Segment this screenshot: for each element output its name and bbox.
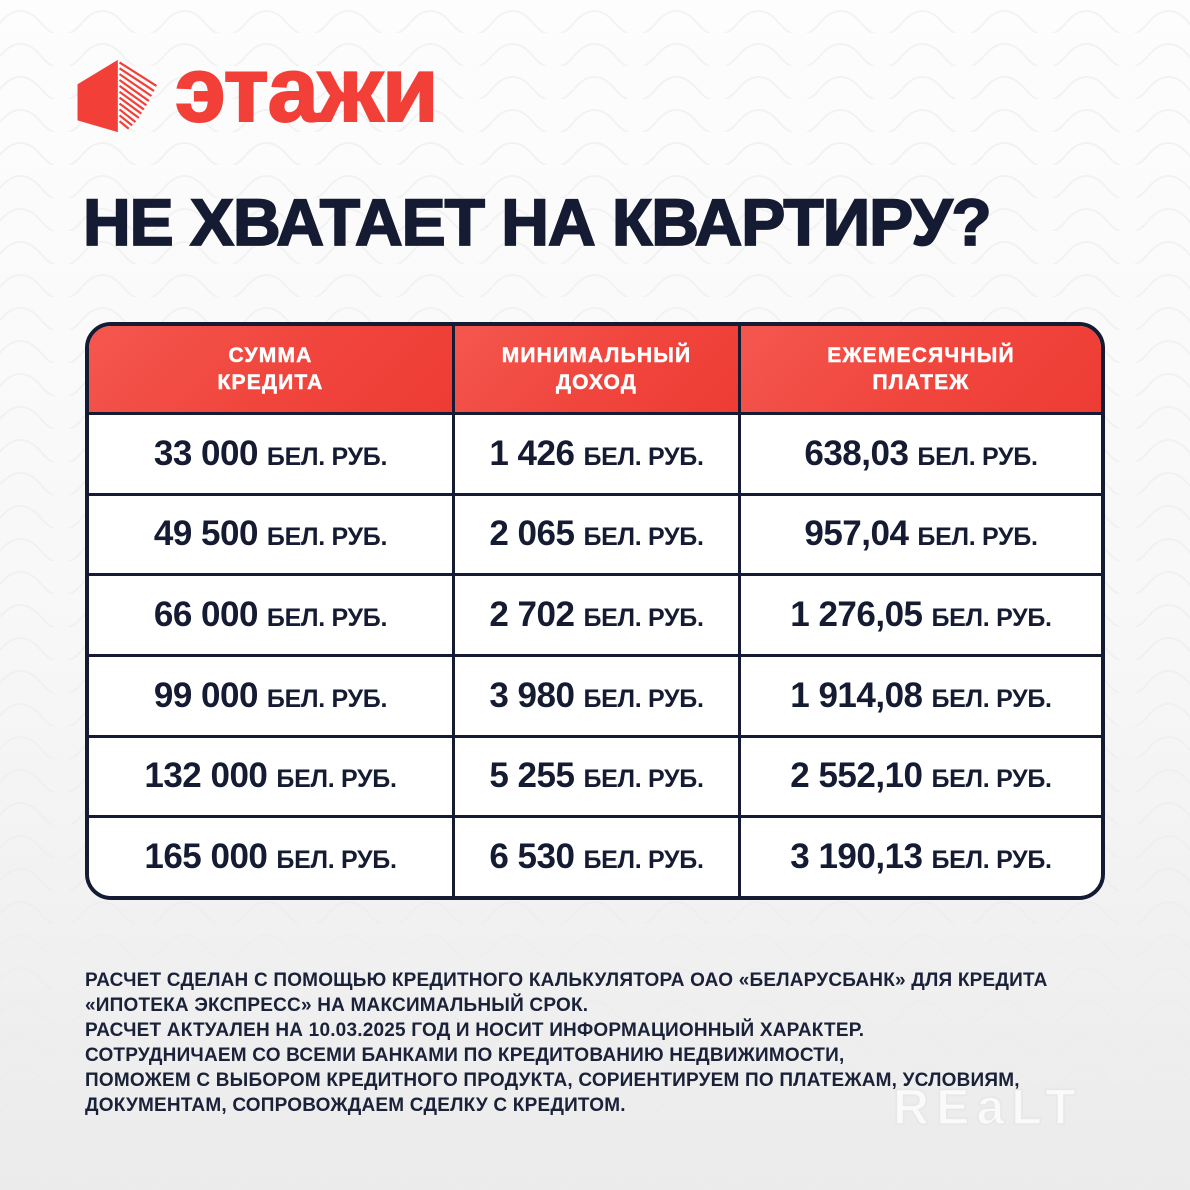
currency-label: БЕЛ. РУБ. [583,523,704,552]
currency-label: БЕЛ. РУБ. [583,604,704,633]
cell-loan-amount: 99 000 БЕЛ. РУБ. [89,653,452,735]
cell-value: 2 702 [489,595,575,635]
realt-watermark: REaLT [892,1078,1083,1136]
currency-label: БЕЛ. РУБ. [583,684,704,713]
cell-value: 33 000 [153,433,259,473]
cell-value: 2 065 [489,514,575,554]
disclaimer-line: ДОКУМЕНТАМ, СОПРОВОЖДАЕМ СДЕЛКУ С КРЕДИТ… [85,1095,626,1116]
cell-loan-amount: 132 000 БЕЛ. РУБ. [89,734,452,816]
currency-label: БЕЛ. РУБ. [931,684,1053,713]
page-title: НЕ ХВАТАЕТ НА КВАРТИРУ? [82,184,993,260]
currency-label: БЕЛ. РУБ. [931,846,1053,875]
credit-table: СУММА КРЕДИТА МИНИМАЛЬНЫЙ ДОХОД ЕЖЕМЕСЯЧ… [85,322,1105,900]
currency-label: БЕЛ. РУБ. [931,604,1053,633]
cell-value: 2 552,10 [790,756,923,796]
table-header-monthly-payment: ЕЖЕМЕСЯЧНЫЙ ПЛАТЕЖ [738,326,1101,412]
cell-value: 5 255 [489,756,575,796]
header-line: ЕЖЕМЕСЯЧНЫЙ [827,344,1015,368]
currency-label: БЕЛ. РУБ. [917,442,1038,471]
disclaimer-line: СОТРУДНИЧАЕМ СО ВСЕМИ БАНКАМИ ПО КРЕДИТО… [85,1045,845,1066]
cell-value: 1 426 [489,433,575,473]
cell-monthly-payment: 1 914,08 БЕЛ. РУБ. [738,653,1101,735]
cell-min-income: 1 426 БЕЛ. РУБ. [452,412,738,493]
cell-min-income: 2 065 БЕЛ. РУБ. [452,492,738,574]
cell-value: 1 276,05 [790,595,923,635]
currency-label: БЕЛ. РУБ. [583,846,704,875]
table-header-min-income: МИНИМАЛЬНЫЙ ДОХОД [452,326,738,412]
header-line: СУММА [228,344,313,368]
cell-min-income: 6 530 БЕЛ. РУБ. [452,815,738,896]
currency-label: БЕЛ. РУБ. [931,765,1053,794]
cell-value: 6 530 [489,837,575,877]
cell-loan-amount: 33 000 БЕЛ. РУБ. [89,412,452,493]
cell-value: 3 980 [489,675,575,715]
header-line: МИНИМАЛЬНЫЙ [501,344,692,368]
disclaimer-line: РАСЧЕТ АКТУАЛЕН НА 10.03.2025 ГОД И НОСИ… [85,1020,865,1041]
cell-value: 99 000 [153,675,259,715]
cell-monthly-payment: 1 276,05 БЕЛ. РУБ. [738,573,1101,654]
header-line: ПЛАТЕЖ [872,371,970,395]
header-line: ДОХОД [556,371,637,395]
table-header-loan-amount: СУММА КРЕДИТА [89,326,452,412]
cell-monthly-payment: 2 552,10 БЕЛ. РУБ. [738,734,1101,816]
cell-value: 66 000 [153,595,259,635]
cell-monthly-payment: 3 190,13 БЕЛ. РУБ. [738,815,1101,896]
currency-label: БЕЛ. РУБ. [266,523,388,552]
cell-value: 132 000 [144,756,268,796]
disclaimer-text: РАСЧЕТ СДЕЛАН С ПОМОЩЬЮ КРЕДИТНОГО КАЛЬК… [85,968,1115,1118]
cell-min-income: 5 255 БЕЛ. РУБ. [452,734,738,816]
currency-label: БЕЛ. РУБ. [276,846,397,875]
currency-label: БЕЛ. РУБ. [266,604,388,633]
cell-value: 3 190,13 [790,837,923,877]
currency-label: БЕЛ. РУБ. [266,442,388,471]
currency-label: БЕЛ. РУБ. [583,442,704,471]
logo-wordmark: этажи [174,39,440,141]
cell-loan-amount: 66 000 БЕЛ. РУБ. [89,573,452,654]
header-line: КРЕДИТА [217,371,324,395]
cell-value: 957,04 [804,514,909,554]
disclaimer-line: «ИПОТЕКА ЭКСПРЕСС» НА МАКСИМАЛЬНЫЙ СРОК. [85,995,589,1016]
currency-label: БЕЛ. РУБ. [583,765,704,794]
disclaimer-line: РАСЧЕТ СДЕЛАН С ПОМОЩЬЮ КРЕДИТНОГО КАЛЬК… [85,970,1048,991]
cell-value: 49 500 [153,514,259,554]
currency-label: БЕЛ. РУБ. [276,765,397,794]
cell-min-income: 2 702 БЕЛ. РУБ. [452,573,738,654]
cell-monthly-payment: 957,04 БЕЛ. РУБ. [738,492,1101,574]
cell-min-income: 3 980 БЕЛ. РУБ. [452,653,738,735]
cell-value: 1 914,08 [790,675,923,715]
cell-loan-amount: 49 500 БЕЛ. РУБ. [89,492,452,574]
cell-loan-amount: 165 000 БЕЛ. РУБ. [89,815,452,896]
cell-value: 638,03 [804,433,909,473]
brand-logo: этажи [75,43,440,140]
building-icon [77,59,158,133]
currency-label: БЕЛ. РУБ. [266,684,388,713]
cell-monthly-payment: 638,03 БЕЛ. РУБ. [738,412,1101,493]
disclaimer-line: ПОМОЖЕМ С ВЫБОРОМ КРЕДИТНОГО ПРОДУКТА, С… [85,1070,1020,1091]
cell-value: 165 000 [144,837,268,877]
currency-label: БЕЛ. РУБ. [917,523,1038,552]
